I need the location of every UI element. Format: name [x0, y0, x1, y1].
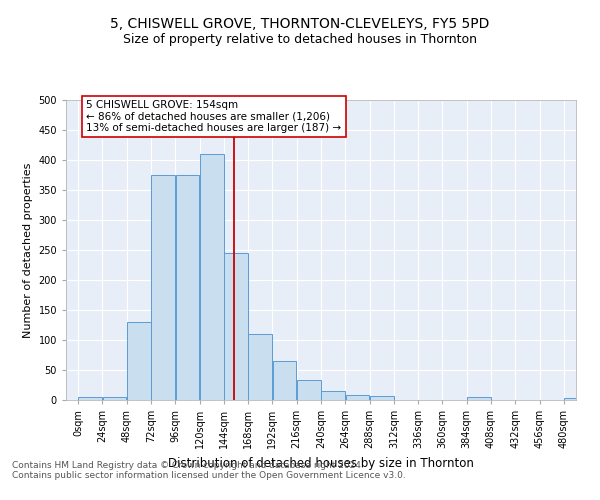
Text: 5 CHISWELL GROVE: 154sqm
← 86% of detached houses are smaller (1,206)
13% of sem: 5 CHISWELL GROVE: 154sqm ← 86% of detach… — [86, 100, 341, 133]
Bar — [248, 334, 272, 400]
Bar — [370, 396, 394, 400]
Text: Contains HM Land Registry data © Crown copyright and database right 2024.
Contai: Contains HM Land Registry data © Crown c… — [12, 460, 406, 480]
Text: Size of property relative to detached houses in Thornton: Size of property relative to detached ho… — [123, 32, 477, 46]
Bar — [176, 175, 199, 400]
Bar — [321, 391, 345, 400]
Bar — [564, 398, 588, 400]
Bar — [224, 253, 248, 400]
Bar — [200, 154, 224, 400]
Bar — [297, 380, 321, 400]
Y-axis label: Number of detached properties: Number of detached properties — [23, 162, 33, 338]
Bar — [103, 397, 127, 400]
Bar — [151, 175, 175, 400]
Bar — [346, 395, 370, 400]
Bar — [272, 361, 296, 400]
Bar — [79, 397, 102, 400]
X-axis label: Distribution of detached houses by size in Thornton: Distribution of detached houses by size … — [168, 456, 474, 469]
Bar — [467, 397, 491, 400]
Bar — [127, 322, 151, 400]
Text: 5, CHISWELL GROVE, THORNTON-CLEVELEYS, FY5 5PD: 5, CHISWELL GROVE, THORNTON-CLEVELEYS, F… — [110, 18, 490, 32]
